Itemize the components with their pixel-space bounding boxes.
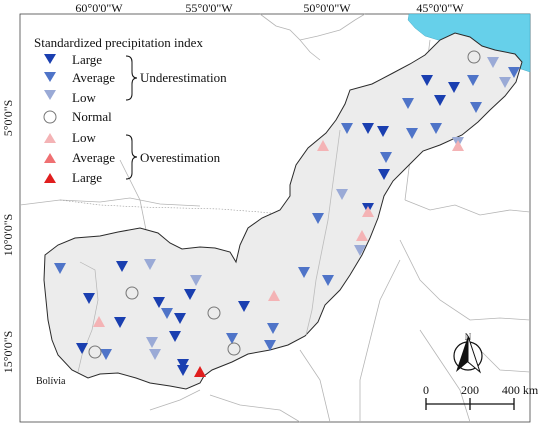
legend-symbol-over-low [44, 133, 56, 143]
place-label-bolivia: Bolívia [36, 376, 66, 387]
station-normal [207, 306, 221, 320]
station-under-average [226, 333, 238, 344]
station-under-average [312, 213, 324, 224]
station-under-low [144, 259, 156, 270]
legend-label: Normal [72, 109, 112, 124]
scale-bar-label: 400 km [502, 383, 539, 397]
legend-label: Large [72, 52, 102, 67]
river [305, 129, 341, 336]
station-normal [227, 342, 241, 356]
over-group-bracket [125, 134, 138, 180]
legend-label: Average [72, 150, 115, 165]
station-under-low [487, 57, 499, 68]
legend-symbol-under-low [44, 90, 56, 100]
station-under-large [116, 261, 128, 272]
latitude-labels: 5°0'0"S 10°0'0"S 15°0'0"S [1, 100, 15, 374]
legend-label: Low [72, 130, 96, 145]
station-over-low [362, 206, 374, 217]
station-under-average [470, 102, 482, 113]
legend-symbol-over-average [44, 153, 56, 163]
station-under-low [146, 337, 158, 348]
station-under-average [267, 323, 279, 334]
station-under-large [169, 331, 181, 342]
legend-symbol-normal [43, 110, 57, 124]
boundary-lines [19, 13, 531, 423]
station-under-large [177, 359, 189, 370]
station-under-low [499, 77, 511, 88]
station-normal [467, 50, 481, 64]
longitude-label: 60°0'0"W [75, 1, 123, 15]
station-under-average [402, 98, 414, 109]
over-group-label: Overestimation [140, 150, 221, 165]
station-under-large [377, 126, 389, 137]
longitude-label: 55°0'0"W [185, 1, 233, 15]
legend: Standardized precipitation index Large A… [34, 35, 227, 185]
station-under-average [322, 275, 334, 286]
north-arrow-right-half [467, 335, 482, 374]
station-under-large [114, 317, 126, 328]
latitude-label: 5°0'0"S [1, 100, 15, 137]
longitude-labels: 60°0'0"W 55°0'0"W 50°0'0"W 45°0'0"W [75, 1, 464, 15]
north-arrow-left-half [456, 336, 468, 372]
station-under-average [380, 152, 392, 163]
station-over-low [93, 316, 105, 327]
station-under-low [336, 189, 348, 200]
scale-bar-label: 200 [461, 383, 479, 397]
under-group-bracket [125, 55, 138, 101]
station-under-average [54, 263, 66, 274]
station-under-large [153, 297, 165, 308]
station-under-low [354, 245, 366, 256]
station-over-low [452, 140, 464, 151]
latitude-label: 10°0'0"S [1, 214, 15, 257]
legend-title: Standardized precipitation index [34, 35, 203, 50]
station-under-average [298, 267, 310, 278]
station-over-low [317, 140, 329, 151]
legend-label: Large [72, 170, 102, 185]
station-under-large [378, 169, 390, 180]
station-normal [125, 286, 139, 300]
legend-label: Low [72, 90, 96, 105]
longitude-label: 45°0'0"W [416, 1, 464, 15]
station-under-low [190, 275, 202, 286]
north-arrow-label: N [465, 332, 472, 342]
station-under-large [434, 95, 446, 106]
legend-symbol-under-average [44, 72, 56, 82]
station-over-low [356, 230, 368, 241]
study-area [43, 32, 523, 390]
station-under-large [83, 293, 95, 304]
station-under-large [362, 123, 374, 134]
legend-symbol-over-large [44, 173, 56, 183]
station-normal [88, 345, 102, 359]
station-under-average [341, 123, 353, 134]
station-under-average [161, 308, 173, 319]
legend-label: Average [72, 70, 115, 85]
station-under-average [430, 123, 442, 134]
station-under-average [406, 128, 418, 139]
under-group-label: Underestimation [140, 70, 227, 85]
state-boundary [77, 261, 99, 373]
north-arrow: N [453, 332, 483, 374]
station-under-large [238, 301, 250, 312]
station-under-average [508, 67, 520, 78]
station-under-large [184, 289, 196, 300]
latitude-label: 15°0'0"S [1, 331, 15, 374]
station-under-large [177, 365, 189, 376]
station-markers [54, 50, 520, 377]
scale-bar-label: 0 [423, 383, 429, 397]
station-under-large [421, 75, 433, 86]
longitude-label: 50°0'0"W [303, 1, 351, 15]
station-under-large [448, 82, 460, 93]
station-under-average [467, 75, 479, 86]
station-under-large [76, 343, 88, 354]
scale-bar: 0 200 400 km [423, 383, 539, 410]
station-under-low [149, 349, 161, 360]
station-under-large [174, 313, 186, 324]
station-under-average [100, 349, 112, 360]
station-over-large [194, 366, 206, 377]
station-under-average [264, 340, 276, 351]
legend-symbol-under-large [44, 54, 56, 64]
station-over-low [268, 290, 280, 301]
